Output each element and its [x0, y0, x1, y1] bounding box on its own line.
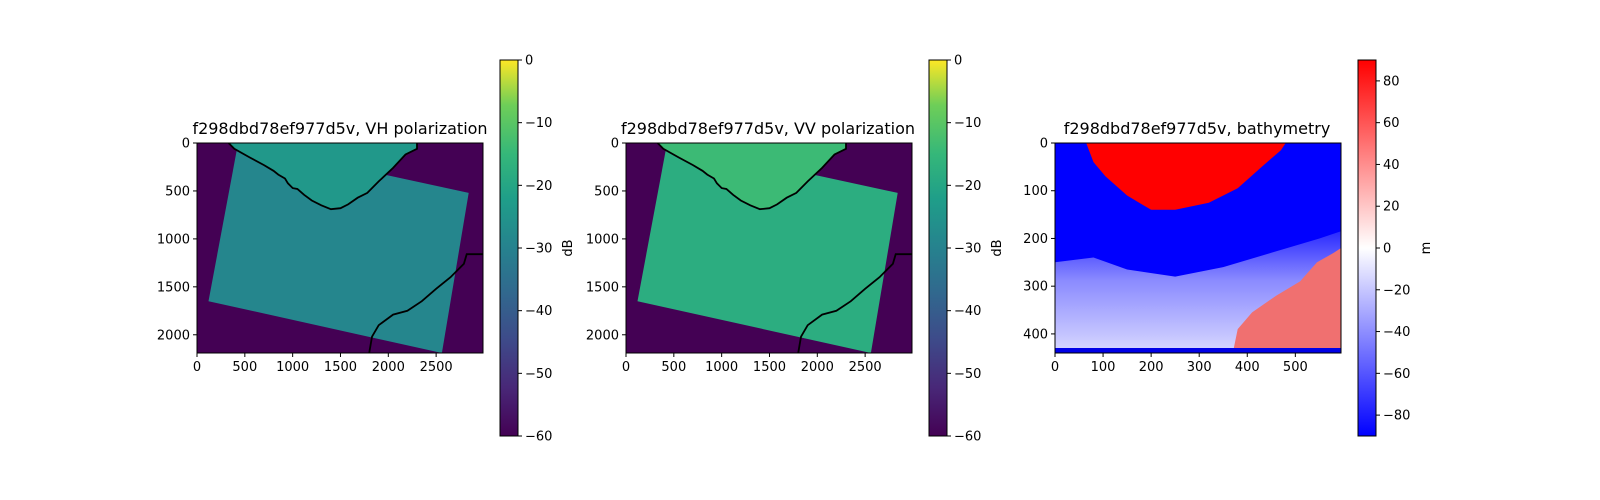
bathymetry-axes-frame [1054, 142, 1342, 354]
vh-coastline-north [227, 143, 418, 211]
vh-colorbar-gradient [499, 59, 519, 437]
y-tick-label: 500 [165, 184, 190, 199]
colorbar-tick-label: 0 [1383, 242, 1391, 257]
colorbar-tick-label: −30 [525, 242, 552, 257]
colorbar-tick-label: 0 [954, 54, 962, 69]
vh-colorbar: 0 −10 −20 −30 −40 −50 −60 dB [499, 54, 576, 445]
colorbar-tick-label: −50 [954, 367, 981, 382]
y-tick-label: 1000 [157, 232, 190, 247]
x-tick-label: 1500 [753, 360, 786, 375]
x-tick-label: 2500 [420, 360, 453, 375]
colorbar-tick-label: −30 [954, 242, 981, 257]
x-tick-label: 500 [1283, 360, 1308, 375]
colorbar-tick-label: −40 [954, 304, 981, 319]
x-tick-label: 1500 [324, 360, 357, 375]
vh-colorbar-label: dB [561, 239, 576, 256]
bathymetry-colorbar-gradient [1357, 59, 1377, 437]
x-tick-label: 2000 [801, 360, 834, 375]
bathymetry-colorbar: 80 60 40 20 0 −20 −40 −60 −80 m [1357, 59, 1434, 437]
bathymetry-image [1055, 143, 1341, 353]
x-tick-label: 100 [1091, 360, 1116, 375]
vv-swath [637, 143, 898, 353]
x-tick-label: 0 [622, 360, 630, 375]
vv-panel: f298dbd78ef977d5v, VV polarization 0 500 1… [586, 54, 1005, 445]
y-tick-label: 2000 [586, 328, 619, 343]
bathymetry-x-axis: 0 100 200 300 400 500 [1051, 353, 1308, 375]
vv-colorbar-label: dB [990, 239, 1005, 256]
vv-colorbar-gradient [928, 59, 948, 437]
vh-image [197, 143, 483, 353]
y-tick-label: 200 [1023, 232, 1048, 247]
colorbar-tick-label: 60 [1383, 116, 1400, 131]
y-tick-label: 400 [1023, 327, 1048, 342]
x-tick-label: 0 [193, 360, 201, 375]
bathymetry-land-north [1086, 143, 1286, 210]
bathymetry-panel: f298dbd78ef977d5v, bathymetry 0 100 200 300… [1023, 59, 1434, 437]
vv-colorbar-ticks: 0 −10 −20 −30 −40 −50 −60 [947, 54, 981, 445]
colorbar-tick-label: −40 [1383, 325, 1410, 340]
bathymetry-bottom-strip [1055, 348, 1341, 353]
colorbar-tick-label: −50 [525, 367, 552, 382]
vv-colorbar: 0 −10 −20 −30 −40 −50 −60 dB [928, 54, 1005, 445]
y-tick-label: 0 [611, 137, 619, 152]
y-tick-label: 2000 [157, 328, 190, 343]
y-tick-label: 300 [1023, 280, 1048, 295]
colorbar-tick-label: −60 [1383, 367, 1410, 382]
vv-x-axis: 0 500 1000 1500 2000 2500 [622, 353, 882, 375]
vh-title: f298dbd78ef977d5v, VH polarization [192, 119, 487, 138]
colorbar-tick-label: −10 [525, 116, 552, 131]
x-tick-label: 2000 [372, 360, 405, 375]
vv-coastline-south [797, 253, 912, 353]
vh-panel: f298dbd78ef977d5v, VH polarization 0 500 1… [157, 54, 576, 445]
x-tick-label: 500 [661, 360, 686, 375]
bathymetry-colorbar-ticks: 80 60 40 20 0 −20 −40 −60 −80 [1376, 74, 1410, 424]
x-tick-label: 500 [232, 360, 257, 375]
y-tick-label: 1000 [586, 232, 619, 247]
y-tick-label: 100 [1023, 184, 1048, 199]
vv-y-axis: 0 500 1000 1500 2000 [586, 137, 626, 343]
colorbar-tick-label: −20 [954, 179, 981, 194]
colorbar-tick-label: −20 [1383, 283, 1410, 298]
vv-land-north [657, 143, 846, 210]
x-tick-label: 1000 [276, 360, 309, 375]
y-tick-label: 1500 [157, 280, 190, 295]
colorbar-tick-label: 40 [1383, 158, 1400, 173]
bathymetry-title: f298dbd78ef977d5v, bathymetry [1064, 119, 1331, 138]
x-tick-label: 200 [1139, 360, 1164, 375]
x-tick-label: 0 [1051, 360, 1059, 375]
colorbar-tick-label: 20 [1383, 200, 1400, 215]
y-tick-label: 500 [594, 184, 619, 199]
colorbar-tick-label: 0 [525, 54, 533, 69]
y-tick-label: 0 [182, 137, 190, 152]
vh-colorbar-ticks: 0 −10 −20 −30 −40 −50 −60 [518, 54, 552, 445]
colorbar-tick-label: −60 [954, 430, 981, 445]
vh-coastline-south [368, 253, 483, 353]
x-tick-label: 2500 [849, 360, 882, 375]
bathymetry-land-southeast [1232, 248, 1341, 353]
vv-image [626, 143, 912, 353]
bathymetry-colorbar-label: m [1419, 242, 1434, 255]
vv-title: f298dbd78ef977d5v, VV polarization [621, 119, 915, 138]
vv-coastline-north [656, 143, 847, 211]
bathymetry-y-axis: 0 100 200 300 400 [1023, 137, 1055, 342]
vh-x-axis: 0 500 1000 1500 2000 2500 [193, 353, 453, 375]
colorbar-tick-label: −60 [525, 430, 552, 445]
colorbar-tick-label: −40 [525, 304, 552, 319]
colorbar-tick-label: 80 [1383, 74, 1400, 89]
y-tick-label: 1500 [586, 280, 619, 295]
vh-land-north [228, 143, 417, 210]
colorbar-tick-label: −10 [954, 116, 981, 131]
x-tick-label: 300 [1187, 360, 1212, 375]
vh-swath [208, 143, 469, 353]
y-tick-label: 0 [1040, 137, 1048, 152]
colorbar-tick-label: −80 [1383, 409, 1410, 424]
x-tick-label: 1000 [705, 360, 738, 375]
vh-y-axis: 0 500 1000 1500 2000 [157, 137, 197, 343]
x-tick-label: 400 [1235, 360, 1260, 375]
colorbar-tick-label: −20 [525, 179, 552, 194]
